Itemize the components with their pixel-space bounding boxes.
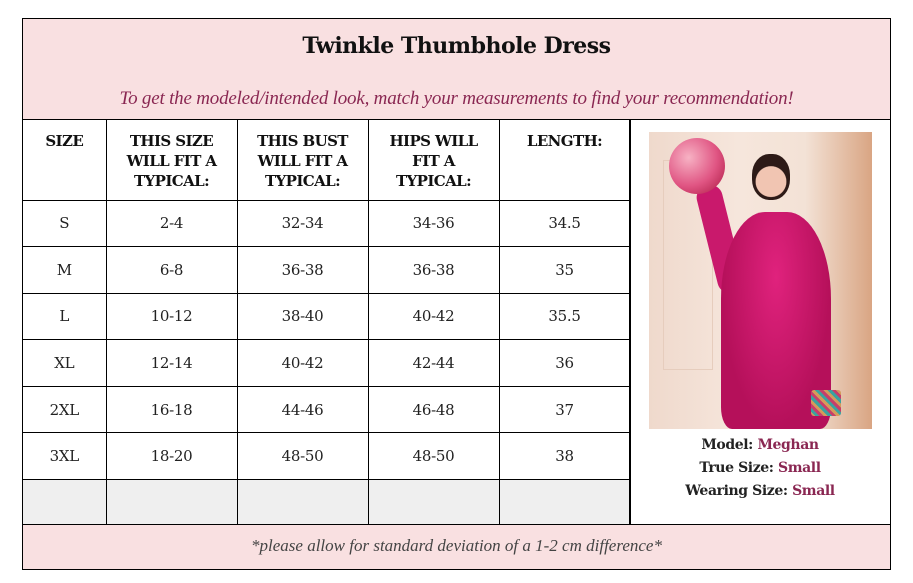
cell-size-fit: 10-12 xyxy=(105,292,238,341)
purse xyxy=(811,390,841,416)
size-table-container: SIZE THIS SIZE WILL FIT A TYPICAL: THIS … xyxy=(23,120,631,527)
cell-size: 2XL xyxy=(23,385,107,434)
disco-ball-icon xyxy=(669,138,725,194)
cell-size: L xyxy=(23,292,107,341)
cell-length xyxy=(498,479,631,527)
cell-size-fit: 2-4 xyxy=(105,199,238,248)
table-row: XL 12-14 40-42 42-44 36 xyxy=(23,339,631,387)
table-row-empty xyxy=(23,479,631,527)
cell-size-fit xyxy=(105,479,238,527)
subtitle: To get the modeled/intended look, match … xyxy=(119,88,794,109)
model-info: Model: Meghan True Size: Small Wearing S… xyxy=(630,434,890,503)
cell-size: S xyxy=(23,199,107,248)
wearing-size-value: Small xyxy=(792,483,835,499)
chart-footer: *please allow for standard deviation of … xyxy=(23,524,890,569)
cell-bust: 48-50 xyxy=(236,432,369,481)
cell-length: 38 xyxy=(498,432,631,481)
wearing-size-line: Wearing Size: Small xyxy=(685,483,835,499)
cell-size: M xyxy=(23,246,107,294)
cell-hips: 40-42 xyxy=(367,292,500,341)
model-name-line: Model: Meghan xyxy=(701,437,819,453)
cell-size-fit: 6-8 xyxy=(105,246,238,294)
cell-size: XL xyxy=(23,339,107,387)
cell-hips: 42-44 xyxy=(367,339,500,387)
cell-bust: 40-42 xyxy=(236,339,369,387)
table-row: 3XL 18-20 48-50 48-50 38 xyxy=(23,432,631,481)
table-row: S 2-4 32-34 34-36 34.5 xyxy=(23,199,631,248)
cell-hips: 46-48 xyxy=(367,385,500,434)
cell-bust: 36-38 xyxy=(236,246,369,294)
table-row: L 10-12 38-40 40-42 35.5 xyxy=(23,292,631,341)
cell-size: 3XL xyxy=(23,432,107,481)
cell-size-fit: 16-18 xyxy=(105,385,238,434)
cell-bust: 32-34 xyxy=(236,199,369,248)
cell-bust: 44-46 xyxy=(236,385,369,434)
cell-bust: 38-40 xyxy=(236,292,369,341)
table-header-row: SIZE THIS SIZE WILL FIT A TYPICAL: THIS … xyxy=(23,120,631,201)
table-row: M 6-8 36-38 36-38 35 xyxy=(23,246,631,294)
cell-length: 37 xyxy=(498,385,631,434)
cell-length: 36 xyxy=(498,339,631,387)
cell-hips: 34-36 xyxy=(367,199,500,248)
size-table: SIZE THIS SIZE WILL FIT A TYPICAL: THIS … xyxy=(23,120,631,527)
footnote: *please allow for standard deviation of … xyxy=(251,536,662,555)
model-photo xyxy=(649,132,872,429)
cell-size-fit: 12-14 xyxy=(105,339,238,387)
cell-size xyxy=(23,479,107,527)
cell-length: 35.5 xyxy=(498,292,631,341)
cell-length: 34.5 xyxy=(498,199,631,248)
size-chart: Twinkle Thumbhole Dress To get the model… xyxy=(22,18,891,570)
model-head xyxy=(752,154,790,200)
cell-length: 35 xyxy=(498,246,631,294)
column-header-size-fit: THIS SIZE WILL FIT A TYPICAL: xyxy=(105,120,238,201)
page-title: Twinkle Thumbhole Dress xyxy=(302,33,611,59)
column-header-bust: THIS BUST WILL FIT A TYPICAL: xyxy=(236,120,369,201)
cell-bust xyxy=(236,479,369,527)
true-size-line: True Size: Small xyxy=(699,460,821,476)
true-size-value: Small xyxy=(778,460,821,476)
model-name: Meghan xyxy=(757,437,819,453)
column-header-size: SIZE xyxy=(23,120,107,201)
model-panel: Model: Meghan True Size: Small Wearing S… xyxy=(629,120,890,526)
column-header-length: LENGTH: xyxy=(498,120,631,201)
cell-hips xyxy=(367,479,500,527)
cell-size-fit: 18-20 xyxy=(105,432,238,481)
cell-hips: 48-50 xyxy=(367,432,500,481)
table-row: 2XL 16-18 44-46 46-48 37 xyxy=(23,385,631,434)
chart-header: Twinkle Thumbhole Dress To get the model… xyxy=(23,19,890,120)
cell-hips: 36-38 xyxy=(367,246,500,294)
column-header-hips: HIPS WILL FIT A TYPICAL: xyxy=(367,120,500,201)
